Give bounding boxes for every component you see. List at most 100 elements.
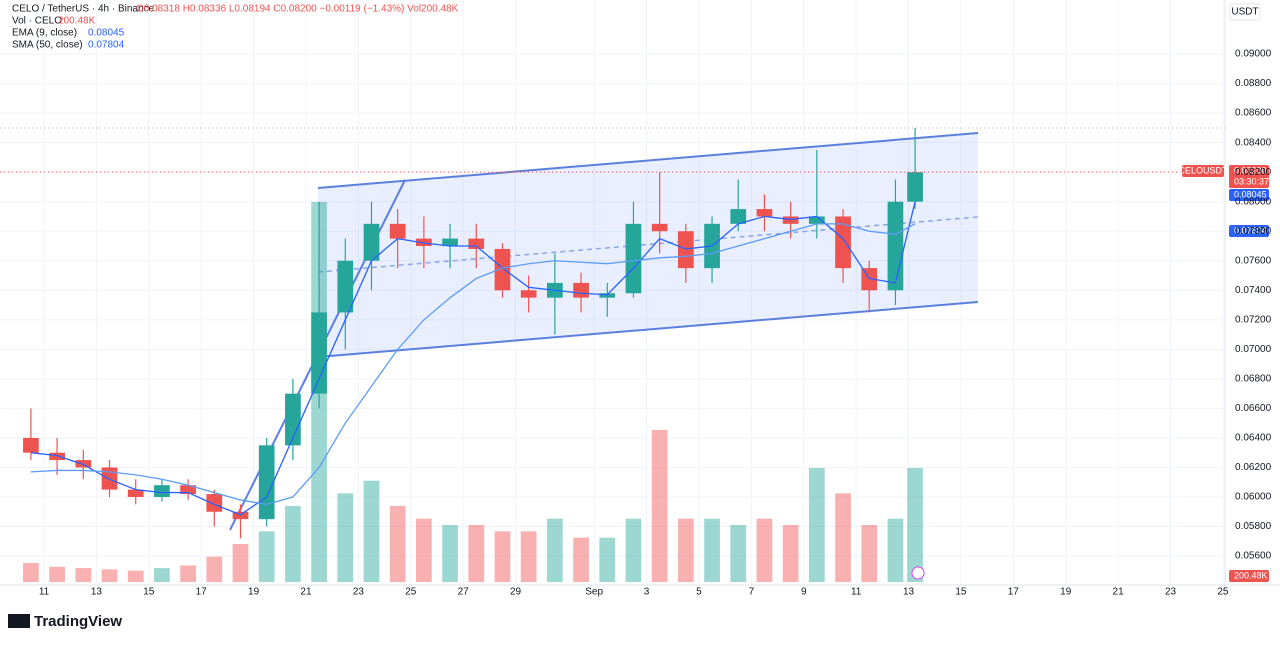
x-tick-label: 5 bbox=[696, 587, 702, 598]
x-tick-label: 21 bbox=[300, 587, 312, 598]
x-tick-label: 19 bbox=[248, 587, 260, 598]
y-tick-label: 0.07200 bbox=[1235, 314, 1272, 325]
channel-upper bbox=[317, 132, 979, 189]
volume-bar bbox=[75, 568, 92, 582]
candle-body bbox=[625, 223, 642, 294]
volume-bar bbox=[520, 531, 537, 582]
x-tick-label: 15 bbox=[955, 587, 967, 598]
candle-body bbox=[651, 223, 668, 232]
y-tick-label: 0.07600 bbox=[1235, 255, 1272, 266]
x-tick-label: Sep bbox=[585, 587, 603, 598]
candle-body bbox=[835, 216, 851, 269]
sma-tag bbox=[1229, 225, 1269, 237]
x-tick-label: 19 bbox=[1060, 587, 1072, 598]
candle-body bbox=[206, 494, 223, 512]
candle-body bbox=[154, 485, 170, 497]
indicator-line bbox=[30, 201, 916, 516]
y-tick-label: 0.08600 bbox=[1235, 108, 1272, 119]
y-tick-label: 0.08400 bbox=[1235, 137, 1272, 148]
volume-bar bbox=[468, 525, 485, 582]
ema-tag bbox=[1229, 189, 1269, 201]
y-tick-label: 0.07400 bbox=[1235, 285, 1272, 296]
candle-body bbox=[887, 201, 904, 291]
volume-bar bbox=[49, 566, 65, 582]
volume-bar bbox=[704, 518, 720, 582]
ticker-tag-text: CELOUSDT bbox=[1178, 165, 1228, 175]
x-tick-label: 27 bbox=[458, 587, 470, 598]
channel-fill bbox=[318, 133, 978, 357]
y-tick-label: 0.06200 bbox=[1235, 462, 1272, 473]
candle-body bbox=[468, 238, 485, 249]
currency[interactable]: USDT bbox=[1231, 7, 1258, 18]
x-tick-label: 23 bbox=[353, 587, 365, 598]
y-tick-label: 0.07800 bbox=[1235, 226, 1272, 237]
volume-bar bbox=[389, 506, 406, 582]
logo-mark bbox=[8, 614, 30, 628]
candle-body bbox=[808, 216, 825, 224]
volume-tag bbox=[1229, 570, 1269, 582]
sma-name: SMA (50, close) bbox=[12, 40, 83, 51]
candle-body bbox=[49, 452, 65, 461]
volume-bar bbox=[730, 525, 747, 582]
candle-body bbox=[599, 293, 616, 298]
symbol: CELO / TetherUS · 4h · Binance bbox=[12, 4, 155, 15]
y-tick-label: 0.09000 bbox=[1235, 49, 1272, 60]
volume-bar bbox=[756, 518, 773, 582]
candle-body bbox=[907, 172, 923, 202]
x-tick-label: 7 bbox=[749, 587, 755, 598]
candle-body bbox=[756, 209, 773, 217]
candle-body bbox=[520, 290, 537, 298]
sma-tag-text: 0.07804 bbox=[1234, 225, 1267, 235]
x-tick-label: 11 bbox=[39, 587, 50, 598]
candle-body bbox=[180, 485, 196, 495]
volume-bar bbox=[416, 518, 432, 582]
volume-bar bbox=[127, 570, 144, 582]
ticker-tag bbox=[1182, 165, 1224, 177]
currency-box[interactable] bbox=[1229, 3, 1261, 21]
ohlc: O0.08318 H0.08336 L0.08194 C0.08200 −0.0… bbox=[136, 4, 459, 15]
candle-body bbox=[389, 223, 406, 239]
candle-body bbox=[782, 216, 799, 224]
event-icon[interactable] bbox=[911, 566, 925, 580]
volume-bar bbox=[337, 493, 354, 582]
candle-body bbox=[258, 445, 275, 520]
volume-bar bbox=[232, 544, 249, 582]
candle-body bbox=[730, 209, 747, 224]
volume-bar bbox=[907, 468, 923, 582]
x-tick-label: 13 bbox=[91, 587, 103, 598]
volume-bar bbox=[363, 480, 380, 582]
plot bbox=[0, 127, 1225, 582]
volume-bar bbox=[651, 430, 668, 582]
ema-name: EMA (9, close) bbox=[12, 28, 77, 39]
countdown: 03:30:37 bbox=[1234, 176, 1269, 186]
candle-body bbox=[127, 489, 144, 497]
y-tick-label: 0.06600 bbox=[1235, 403, 1272, 414]
y-tick-label: 0.06400 bbox=[1235, 433, 1272, 444]
volume-bar bbox=[625, 518, 642, 582]
candle-body bbox=[337, 260, 354, 313]
volume-bar bbox=[101, 569, 118, 582]
volume-bar bbox=[494, 531, 511, 582]
x-tick-label: 25 bbox=[405, 587, 417, 598]
y-tick-label: 0.07000 bbox=[1235, 344, 1272, 355]
y-tick-label: 0.05800 bbox=[1235, 521, 1272, 532]
volume-bar bbox=[23, 563, 39, 582]
candle-body bbox=[363, 223, 380, 261]
volume-bar bbox=[782, 525, 799, 582]
y-tick-label: 0.05600 bbox=[1235, 551, 1272, 562]
candle-body bbox=[23, 437, 39, 453]
channel-mid bbox=[317, 216, 979, 273]
brand: TradingView bbox=[34, 613, 122, 630]
volume-bar bbox=[180, 565, 196, 582]
candle-body bbox=[494, 248, 511, 291]
x-tick-label: 11 bbox=[851, 587, 862, 598]
x-tick-label: 21 bbox=[1113, 587, 1125, 598]
volume-bar bbox=[258, 531, 275, 582]
candle-body bbox=[285, 393, 301, 446]
x-tick-label: 15 bbox=[143, 587, 155, 598]
y-tick-label: 0.08000 bbox=[1235, 196, 1272, 207]
candle-body bbox=[416, 238, 432, 246]
volume-bar bbox=[861, 525, 878, 582]
